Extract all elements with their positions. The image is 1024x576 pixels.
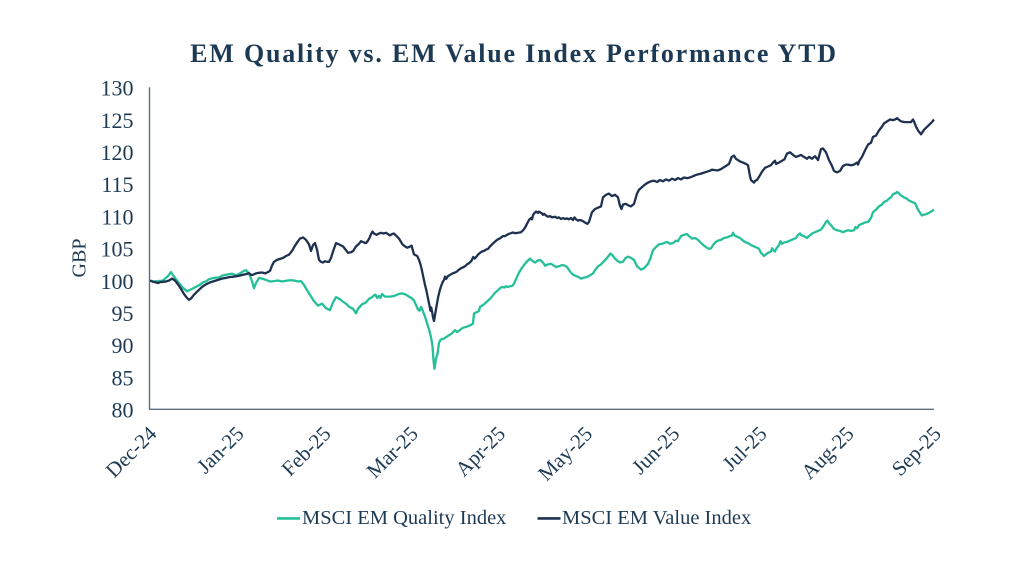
svg-text:110: 110 <box>101 204 133 229</box>
svg-text:100: 100 <box>101 269 134 294</box>
svg-text:MSCI EM Quality Index: MSCI EM Quality Index <box>302 507 506 529</box>
svg-text:GBP: GBP <box>69 239 91 278</box>
svg-text:85: 85 <box>112 365 134 390</box>
svg-text:MSCI EM Value Index: MSCI EM Value Index <box>562 507 751 529</box>
svg-text:EM Quality vs. EM Value Index: EM Quality vs. EM Value Index Performanc… <box>190 39 838 68</box>
svg-text:130: 130 <box>101 76 134 101</box>
svg-text:95: 95 <box>112 301 134 326</box>
svg-text:115: 115 <box>101 172 133 197</box>
svg-text:80: 80 <box>112 398 134 423</box>
svg-text:90: 90 <box>112 333 134 358</box>
svg-text:125: 125 <box>101 108 134 133</box>
svg-text:120: 120 <box>101 140 134 165</box>
svg-text:105: 105 <box>101 237 134 262</box>
